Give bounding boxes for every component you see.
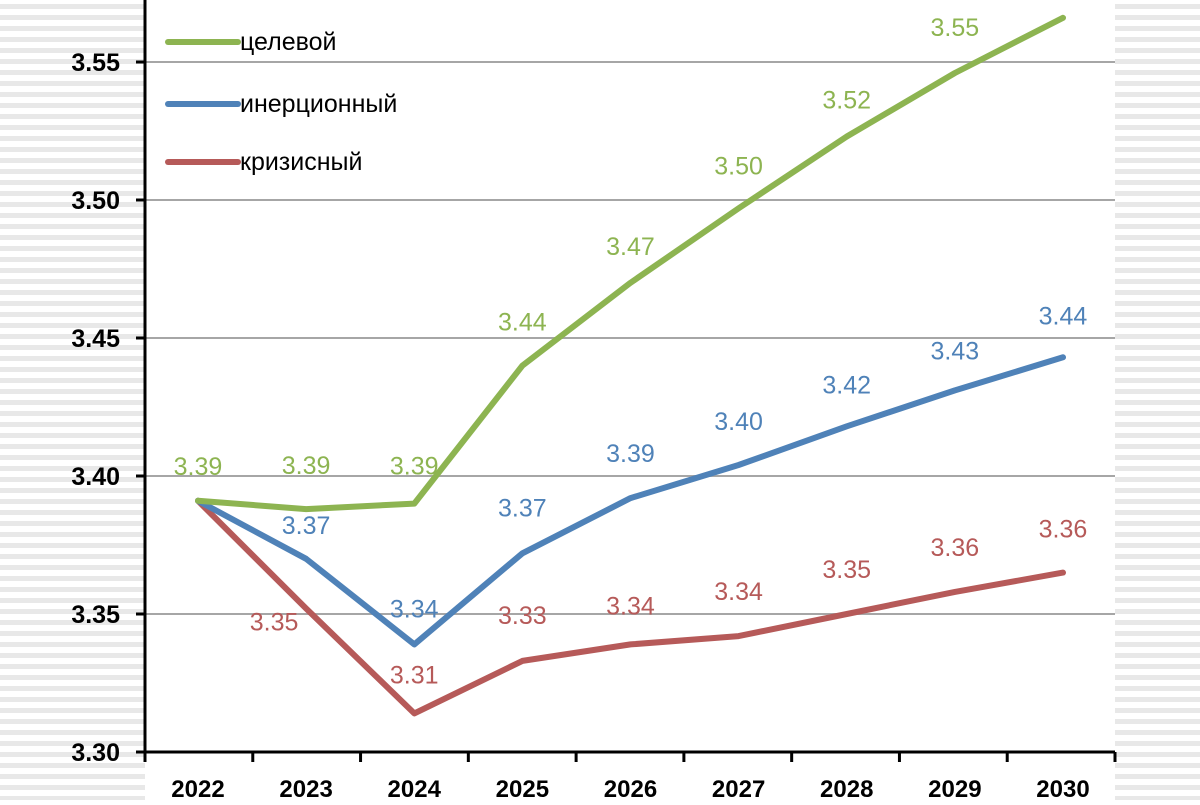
y-tick-label: 3.45 bbox=[71, 325, 120, 353]
legend-label: инерционный bbox=[240, 90, 397, 118]
data-label: 3.37 bbox=[282, 512, 331, 540]
data-label: 3.33 bbox=[498, 602, 547, 630]
data-label: 3.35 bbox=[822, 556, 871, 584]
data-label: 3.39 bbox=[174, 453, 223, 481]
x-tick-label: 2029 bbox=[928, 776, 981, 800]
x-tick-label: 2028 bbox=[820, 776, 873, 800]
y-tick-label: 3.55 bbox=[71, 49, 120, 77]
axes: 3.30 3.35 3.40 3.45 3.50 3.55 2022 2023 2024 2025… bbox=[71, 0, 1117, 803]
series-lines bbox=[195, 14, 1066, 717]
series-line bbox=[195, 14, 1066, 513]
series-line bbox=[195, 497, 1066, 717]
data-label: 3.47 bbox=[606, 233, 655, 261]
data-label: 3.43 bbox=[931, 337, 980, 365]
data-label: 3.40 bbox=[714, 408, 763, 436]
data-label: 3.34 bbox=[606, 592, 655, 620]
y-tick-label: 3.50 bbox=[71, 187, 120, 215]
data-label: 3.44 bbox=[1039, 302, 1088, 330]
plot-background bbox=[145, 0, 1115, 800]
legend: целевой инерционный кризисный bbox=[165, 28, 397, 176]
data-label: 3.39 bbox=[282, 452, 331, 480]
y-tick-label: 3.35 bbox=[71, 601, 120, 629]
data-label: 3.31 bbox=[390, 661, 439, 689]
y-tick-label: 3.30 bbox=[71, 739, 120, 767]
x-tick-label: 2023 bbox=[279, 776, 332, 800]
legend-label: целевой bbox=[240, 28, 336, 56]
y-tick-label: 3.40 bbox=[71, 463, 120, 491]
data-label: 3.37 bbox=[498, 494, 547, 522]
data-label: 3.36 bbox=[931, 534, 980, 562]
legend-label: кризисный bbox=[240, 148, 362, 176]
data-label: 3.36 bbox=[1039, 516, 1088, 544]
data-label: 3.52 bbox=[822, 87, 871, 115]
data-label: 3.34 bbox=[714, 578, 763, 606]
data-label: 3.44 bbox=[498, 309, 547, 337]
data-labels: 3.393.393.393.443.473.503.523.553.573.37… bbox=[174, 14, 1088, 689]
data-label: 3.34 bbox=[390, 595, 439, 623]
data-label: 3.50 bbox=[714, 152, 763, 180]
gridlines bbox=[145, 61, 1115, 615]
data-label: 3.42 bbox=[822, 371, 871, 399]
x-tick-label: 2025 bbox=[496, 776, 549, 800]
x-tick-label: 2030 bbox=[1036, 776, 1089, 800]
x-tick-label: 2022 bbox=[171, 776, 224, 800]
x-tick-label: 2026 bbox=[604, 776, 657, 800]
data-label: 3.35 bbox=[250, 608, 299, 636]
data-label: 3.55 bbox=[931, 14, 980, 42]
data-label: 3.39 bbox=[390, 453, 439, 481]
series-line bbox=[195, 354, 1066, 648]
x-tick-label: 2024 bbox=[388, 776, 442, 800]
data-label: 3.39 bbox=[606, 440, 655, 468]
x-tick-label: 2027 bbox=[712, 776, 765, 800]
